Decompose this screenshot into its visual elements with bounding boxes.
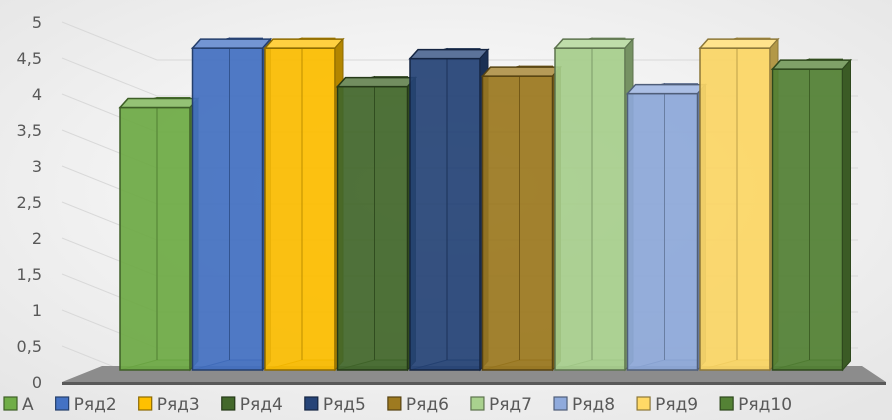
legend-label: Ряд7 [489,395,532,415]
legend-label: Ряд9 [655,395,698,415]
y-tick-label: 4 [32,85,42,104]
legend-item: А [3,395,34,415]
bar-3 [263,37,345,372]
legend-item: Ряд6 [387,395,449,415]
legend-item: Ряд3 [138,395,200,415]
legend-swatch [221,396,236,411]
legend-label: Ряд6 [406,395,449,415]
bar-10 [770,58,853,372]
legend-swatch [55,396,70,411]
y-tick-label: 2 [32,229,42,248]
legend-item: Ряд8 [553,395,615,415]
bar-4 [335,75,418,372]
legend-swatch [387,396,402,411]
bar-5 [408,47,490,372]
y-tick-label: 1 [32,301,42,320]
bars [118,37,853,372]
legend-label: Ряд4 [240,395,283,415]
bar-7 [553,37,635,372]
legend-swatch [470,396,485,411]
bar-9 [698,37,780,372]
y-tick-label: 0,5 [17,337,42,356]
legend-item: Ряд5 [304,395,366,415]
y-tick-label: 2,5 [17,193,42,212]
legend-swatch [304,396,319,411]
bar-6 [480,65,563,372]
legend-swatch [636,396,651,411]
legend-label: Ряд3 [157,395,200,415]
legend-item: Ряд9 [636,395,698,415]
y-tick-label: 1,5 [17,265,42,284]
legend-label: Ряд5 [323,395,366,415]
legend-swatch [138,396,153,411]
y-tick-label: 5 [32,13,42,32]
y-tick-label: 3,5 [17,121,42,140]
y-axis: 0 0,5 1 1,5 2 2,5 3 3,5 4 4,5 5 [17,13,42,392]
bar-2 [190,37,273,372]
legend-swatch [719,396,734,411]
legend-label: Ряд2 [74,395,117,415]
legend: А Ряд2 Ряд3 Ряд4 Ряд5 Ряд6 Ряд7 Ряд8 Ряд9 Ряд10 [3,395,792,415]
bar-8 [625,82,708,372]
chart-floor-edge [62,382,886,385]
legend-swatch [553,396,568,411]
legend-item: Ряд2 [55,395,117,415]
legend-label: Ряд8 [572,395,615,415]
legend-item: Ряд10 [719,395,792,415]
y-tick-label: 4,5 [17,49,42,68]
legend-swatch [3,396,18,411]
legend-label: Ряд10 [738,395,792,415]
legend-label: А [22,395,34,415]
legend-item: Ряд7 [470,395,532,415]
y-tick-label: 3 [32,157,42,176]
legend-item: Ряд4 [221,395,283,415]
bar-1 [118,96,200,372]
y-tick-label: 0 [32,373,42,392]
